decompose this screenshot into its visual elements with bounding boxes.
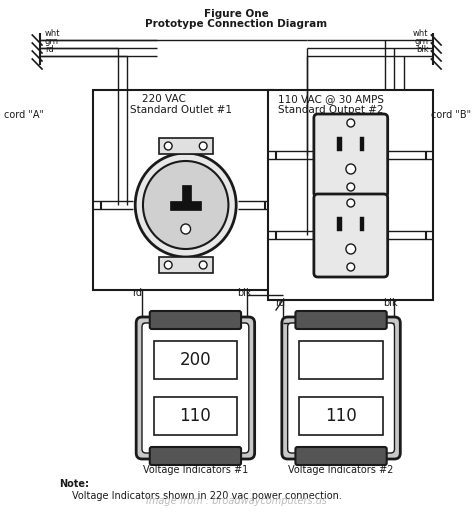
- Bar: [182, 185, 191, 203]
- Circle shape: [347, 119, 355, 127]
- Bar: [170, 201, 201, 210]
- Circle shape: [199, 142, 207, 150]
- Bar: [359, 217, 365, 231]
- Text: rd: rd: [45, 45, 54, 54]
- Bar: [268, 90, 433, 300]
- FancyBboxPatch shape: [282, 317, 401, 459]
- Text: wht: wht: [45, 29, 60, 38]
- Bar: [154, 341, 237, 379]
- FancyBboxPatch shape: [150, 311, 241, 329]
- FancyBboxPatch shape: [295, 311, 387, 329]
- Text: grn: grn: [414, 37, 428, 46]
- Text: Standard Outlet #1: Standard Outlet #1: [130, 105, 232, 115]
- Text: Voltage Indicators shown in 220 vac power connection.: Voltage Indicators shown in 220 vac powe…: [72, 491, 342, 501]
- Bar: [158, 257, 213, 273]
- Text: wht: wht: [413, 29, 428, 38]
- Circle shape: [346, 164, 356, 174]
- FancyBboxPatch shape: [288, 323, 394, 453]
- Text: Voltage Indicators #1: Voltage Indicators #1: [143, 465, 248, 475]
- Circle shape: [164, 261, 172, 269]
- Text: cord "B": cord "B": [431, 110, 471, 120]
- Circle shape: [346, 244, 356, 254]
- Text: blk: blk: [237, 288, 252, 298]
- Bar: [158, 138, 213, 154]
- Text: rd: rd: [275, 298, 285, 308]
- Text: rd: rd: [132, 288, 142, 298]
- Bar: [337, 217, 342, 231]
- Text: 110: 110: [325, 407, 357, 425]
- Bar: [93, 90, 273, 290]
- Circle shape: [347, 199, 355, 207]
- FancyBboxPatch shape: [295, 447, 387, 465]
- Circle shape: [143, 161, 228, 249]
- Circle shape: [347, 263, 355, 271]
- Circle shape: [164, 142, 172, 150]
- Bar: [154, 397, 237, 435]
- Text: 220 VAC: 220 VAC: [142, 94, 186, 104]
- Bar: [299, 341, 383, 379]
- Circle shape: [181, 224, 191, 234]
- Text: cord "A": cord "A": [3, 110, 44, 120]
- Bar: [299, 397, 383, 435]
- Text: Note:: Note:: [59, 479, 90, 489]
- Text: Image from : broadwaycomputers.us: Image from : broadwaycomputers.us: [146, 496, 327, 506]
- FancyBboxPatch shape: [150, 447, 241, 465]
- Text: Voltage Indicators #2: Voltage Indicators #2: [288, 465, 394, 475]
- Text: grn: grn: [45, 37, 59, 46]
- Text: blk: blk: [383, 298, 398, 308]
- FancyBboxPatch shape: [314, 194, 388, 277]
- Text: Standard Outpet #2: Standard Outpet #2: [278, 105, 383, 115]
- Bar: [359, 137, 365, 151]
- Circle shape: [347, 183, 355, 191]
- Text: 200: 200: [180, 351, 211, 369]
- Circle shape: [199, 261, 207, 269]
- Text: 110: 110: [180, 407, 211, 425]
- Text: Prototype Connection Diagram: Prototype Connection Diagram: [145, 19, 327, 29]
- FancyBboxPatch shape: [142, 323, 249, 453]
- Text: Figure One: Figure One: [204, 9, 269, 19]
- Circle shape: [135, 153, 236, 257]
- Bar: [337, 137, 342, 151]
- FancyBboxPatch shape: [314, 114, 388, 197]
- FancyBboxPatch shape: [136, 317, 255, 459]
- Text: 110 VAC @ 30 AMPS: 110 VAC @ 30 AMPS: [278, 94, 384, 104]
- Text: blk: blk: [416, 45, 428, 54]
